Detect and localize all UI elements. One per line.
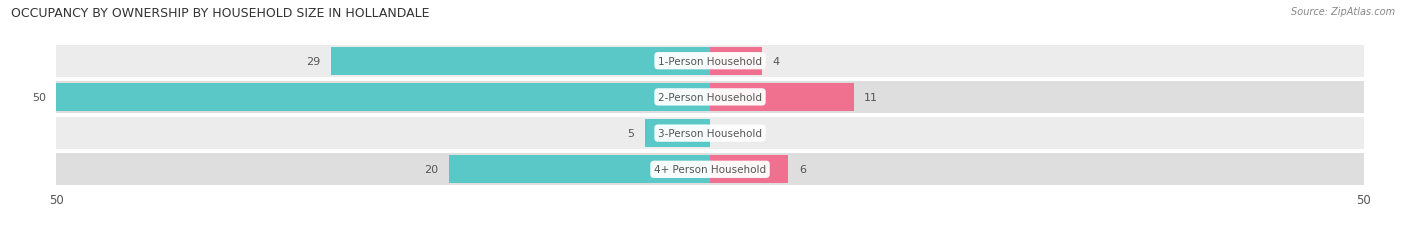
Text: 4+ Person Household: 4+ Person Household xyxy=(654,165,766,175)
Text: 20: 20 xyxy=(425,165,439,175)
Text: 2-Person Household: 2-Person Household xyxy=(658,92,762,103)
Bar xyxy=(56,118,1364,149)
Bar xyxy=(710,155,789,184)
Bar xyxy=(56,46,1364,77)
Text: 5: 5 xyxy=(627,128,634,139)
Text: 0: 0 xyxy=(720,128,727,139)
Text: 29: 29 xyxy=(307,56,321,66)
Text: 11: 11 xyxy=(865,92,879,103)
Text: Source: ZipAtlas.com: Source: ZipAtlas.com xyxy=(1291,7,1395,17)
Text: 1-Person Household: 1-Person Household xyxy=(658,56,762,66)
Bar xyxy=(56,154,1364,185)
Bar xyxy=(56,83,710,112)
Text: 6: 6 xyxy=(799,165,806,175)
Bar xyxy=(710,47,762,76)
Bar xyxy=(644,119,710,148)
Bar xyxy=(710,83,853,112)
Text: 4: 4 xyxy=(773,56,780,66)
Bar xyxy=(449,155,710,184)
Text: 3-Person Household: 3-Person Household xyxy=(658,128,762,139)
Bar xyxy=(56,82,1364,113)
Text: 50: 50 xyxy=(32,92,46,103)
Bar xyxy=(330,47,710,76)
Text: OCCUPANCY BY OWNERSHIP BY HOUSEHOLD SIZE IN HOLLANDALE: OCCUPANCY BY OWNERSHIP BY HOUSEHOLD SIZE… xyxy=(11,7,430,20)
